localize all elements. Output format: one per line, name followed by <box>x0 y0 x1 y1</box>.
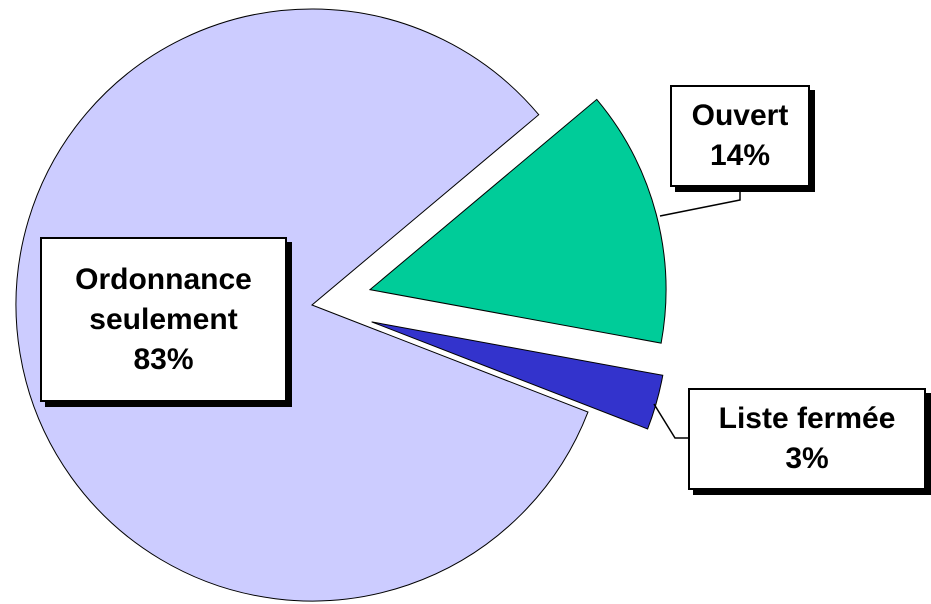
pie-slice <box>15 8 589 602</box>
slice-value: 14% <box>709 139 771 172</box>
slice-name: Liste fermée <box>718 402 896 435</box>
pie-slice <box>368 98 667 344</box>
slice-label: Ouvert 14% <box>670 85 810 187</box>
slice-value: 3% <box>785 442 829 475</box>
leader-line <box>653 403 690 439</box>
slice-label: Ordonnance seulement 83% <box>40 237 287 402</box>
slice-name: Ouvert <box>691 99 789 132</box>
leader-line <box>659 188 741 217</box>
slice-label: Liste fermée 3% <box>688 388 926 490</box>
slice-value: 83% <box>133 342 194 376</box>
slice-name: Ordonnance seulement <box>75 262 252 336</box>
pie-slice <box>371 321 664 430</box>
